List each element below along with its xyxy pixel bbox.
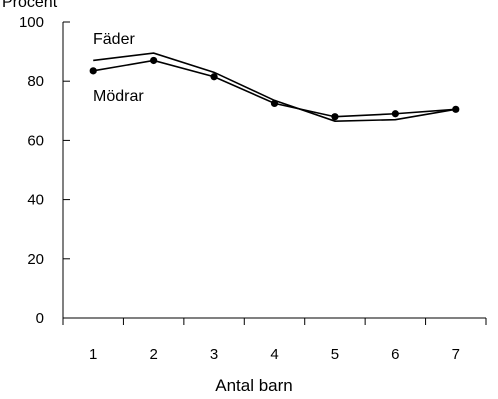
y-tick-label: 100 [19, 14, 44, 31]
data-point [452, 105, 460, 113]
data-point [391, 110, 399, 118]
series-label-modrar: Mödrar [93, 88, 144, 105]
x-tick-label: 1 [89, 346, 97, 363]
series-line-0 [93, 52, 456, 122]
y-tick-label: 80 [27, 73, 44, 90]
y-tick-label: 40 [27, 192, 44, 209]
y-tick-label: 60 [27, 132, 44, 149]
x-tick-label: 7 [452, 346, 460, 363]
data-point [270, 99, 279, 107]
series-layer [89, 52, 460, 122]
series-line-1 [93, 59, 456, 118]
x-tick-label: 3 [210, 346, 218, 363]
x-ticks: 1 2 3 4 5 6 7 [62, 318, 487, 363]
x-tick-label: 5 [331, 346, 339, 363]
unit-label: Procent [2, 0, 58, 11]
data-point [210, 73, 218, 81]
data-point [89, 67, 97, 75]
y-tick-label: 20 [27, 251, 44, 268]
x-axis-label: Antal barn [215, 376, 293, 395]
y-ticks: 0 20 40 60 80 100 [19, 14, 70, 327]
data-point [150, 56, 158, 65]
series-label-fader: Fäder [93, 31, 135, 48]
x-tick-label: 6 [391, 346, 399, 363]
data-point [331, 113, 339, 121]
x-tick-label: 2 [149, 346, 157, 363]
y-tick-label: 0 [36, 310, 44, 327]
x-tick-label: 4 [270, 346, 278, 363]
